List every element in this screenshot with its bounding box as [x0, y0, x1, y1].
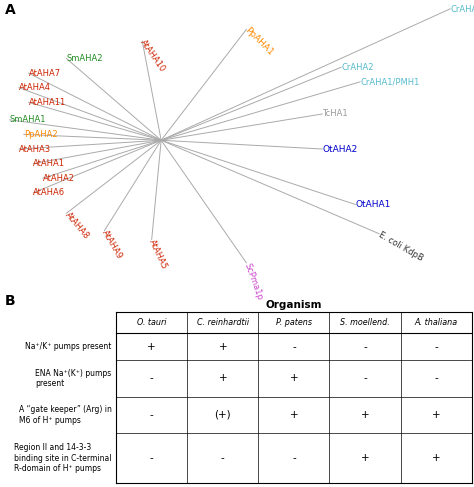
Text: AtAHA1: AtAHA1	[33, 159, 65, 168]
Text: +: +	[361, 453, 369, 463]
Text: Region II and 14-3-3
binding site in C-terminal
R-domain of H⁺ pumps: Region II and 14-3-3 binding site in C-t…	[14, 443, 111, 473]
Text: AtAHA5: AtAHA5	[147, 238, 169, 270]
Text: -: -	[150, 410, 154, 420]
Text: ScPma1p: ScPma1p	[242, 262, 264, 301]
Text: AtAHA7: AtAHA7	[28, 69, 61, 77]
Text: -: -	[434, 341, 438, 352]
Text: AtAHA10: AtAHA10	[138, 38, 167, 74]
Text: TcHA1: TcHA1	[322, 110, 348, 118]
Text: CrAHA3/PMA2: CrAHA3/PMA2	[450, 4, 474, 13]
Text: +: +	[147, 341, 156, 352]
Text: +: +	[290, 410, 298, 420]
Text: -: -	[363, 374, 367, 383]
Text: OtAHA1: OtAHA1	[356, 200, 391, 209]
Text: -: -	[434, 374, 438, 383]
Text: O. tauri: O. tauri	[137, 318, 166, 327]
Text: AtAHA4: AtAHA4	[19, 83, 51, 92]
Text: A: A	[5, 3, 16, 17]
Text: AtAHA3: AtAHA3	[19, 145, 51, 153]
Text: Organism: Organism	[265, 300, 322, 310]
Text: +: +	[290, 374, 298, 383]
Text: SmAHA2: SmAHA2	[66, 54, 103, 63]
Text: +: +	[361, 410, 369, 420]
Text: CrAHA1/PMH1: CrAHA1/PMH1	[360, 77, 419, 86]
Text: +: +	[432, 410, 440, 420]
Text: +: +	[219, 341, 227, 352]
Text: AtAHA6: AtAHA6	[33, 188, 65, 197]
Text: S. moellend.: S. moellend.	[340, 318, 390, 327]
Text: A “gate keeper” (Arg) in
M6 of H⁺ pumps: A “gate keeper” (Arg) in M6 of H⁺ pumps	[18, 405, 111, 425]
Text: A. thaliana: A. thaliana	[415, 318, 457, 327]
Text: PpAHA1: PpAHA1	[243, 26, 275, 58]
Text: -: -	[221, 453, 225, 463]
Text: -: -	[292, 341, 296, 352]
Text: E. coli KdpB: E. coli KdpB	[377, 230, 425, 262]
Text: CrAHA2: CrAHA2	[341, 63, 374, 72]
Text: (+): (+)	[214, 410, 231, 420]
Text: C. reinhardtii: C. reinhardtii	[197, 318, 249, 327]
Text: Na⁺/K⁺ pumps present: Na⁺/K⁺ pumps present	[25, 342, 111, 351]
Text: AtAHA8: AtAHA8	[63, 210, 91, 241]
Text: AtAHA2: AtAHA2	[43, 174, 75, 183]
Text: -: -	[150, 453, 154, 463]
Text: +: +	[219, 374, 227, 383]
Text: ENA Na⁺(K⁺) pumps
present: ENA Na⁺(K⁺) pumps present	[35, 369, 111, 388]
Text: -: -	[150, 374, 154, 383]
Text: AtAHA9: AtAHA9	[100, 228, 124, 261]
Text: P. patens: P. patens	[276, 318, 312, 327]
Text: +: +	[432, 453, 440, 463]
Text: SmAHA1: SmAHA1	[9, 115, 46, 124]
Text: PpAHA2: PpAHA2	[24, 130, 57, 139]
Text: -: -	[363, 341, 367, 352]
Text: B: B	[5, 294, 15, 308]
Text: OtAHA2: OtAHA2	[322, 145, 357, 153]
Text: AtAHA11: AtAHA11	[28, 98, 66, 107]
Text: -: -	[292, 453, 296, 463]
